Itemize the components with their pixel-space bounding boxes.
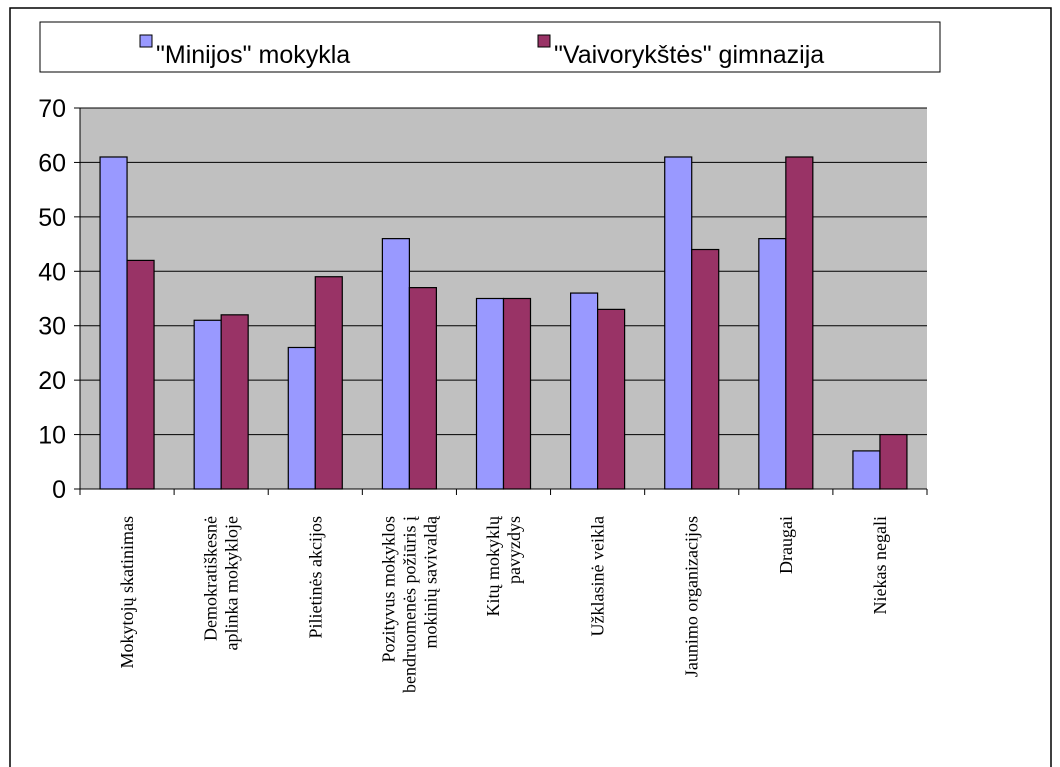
bar: [691, 248, 720, 490]
legend-swatch: [139, 34, 153, 48]
x-tick-label: Kitų mokyklųpavyzdys: [483, 515, 524, 617]
x-label-group: Užklasinė veikla: [588, 516, 608, 636]
x-label-group: Demokratiškesnėaplinka mokykloje: [201, 516, 242, 650]
y-tick-label: 40: [38, 258, 66, 286]
bar: [408, 287, 437, 490]
bar: [475, 297, 505, 490]
legend-box: [39, 21, 941, 73]
x-tick-label: Mokytojų skatinimas: [117, 516, 137, 669]
bar: [785, 156, 814, 490]
bar: [570, 292, 599, 490]
bar: [99, 156, 128, 490]
x-tick-label: Demokratiškesnėaplinka mokykloje: [201, 516, 242, 650]
x-tick-label: Jaunimo organizacijos: [682, 516, 702, 677]
bar: [193, 319, 222, 490]
bar: [502, 297, 532, 490]
x-tick-label: Pozityvus mokyklosbendruomenės požiūris …: [378, 515, 440, 693]
bar: [852, 450, 881, 490]
bar: [879, 433, 908, 490]
x-tick-label: Niekas negali: [870, 516, 890, 614]
x-label-group: Kitų mokyklųpavyzdys: [483, 515, 524, 617]
bar: [314, 276, 343, 490]
x-label-group: Draugai: [776, 516, 796, 574]
y-tick-label: 30: [38, 313, 66, 341]
x-label-group: Niekas negali: [870, 516, 890, 614]
y-tick-label: 0: [52, 476, 66, 504]
legend-swatch: [537, 34, 551, 48]
x-tick-label: Draugai: [776, 516, 796, 574]
x-label-group: Mokytojų skatinimas: [117, 516, 137, 669]
x-label-group: Pozityvus mokyklosbendruomenės požiūris …: [378, 515, 440, 693]
bar: [287, 346, 316, 490]
bar: [597, 308, 626, 490]
y-tick-label: 60: [38, 149, 66, 177]
legend-label: "Vaivorykštės" gimnazija: [554, 41, 824, 69]
x-label-group: Jaunimo organizacijos: [682, 516, 702, 677]
y-tick-label: 10: [38, 422, 66, 450]
x-label-group: Pilietinės akcijos: [305, 516, 325, 638]
bar: [126, 259, 155, 490]
bar: [220, 314, 249, 490]
x-tick-label: Užklasinė veikla: [588, 516, 608, 636]
x-tick-label: Pilietinės akcijos: [305, 516, 325, 638]
y-tick-label: 70: [38, 95, 66, 123]
bar: [664, 156, 693, 490]
legend-label: "Minijos" mokykla: [156, 41, 350, 69]
bar: [381, 238, 410, 490]
y-tick-label: 20: [38, 367, 66, 395]
y-tick-label: 50: [38, 204, 66, 232]
bar: [758, 238, 787, 490]
